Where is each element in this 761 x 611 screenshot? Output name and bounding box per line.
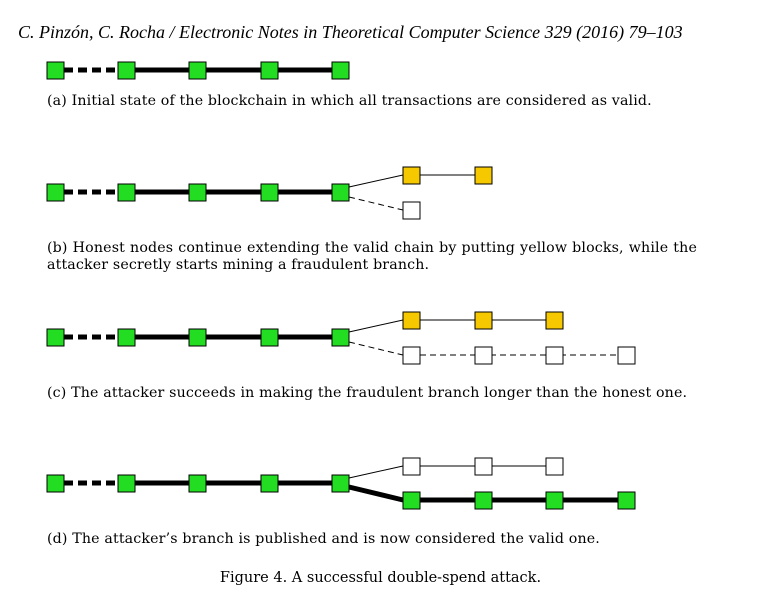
fraud-block xyxy=(402,346,421,365)
valid-block xyxy=(188,61,207,80)
panel-a-caption: (a) Initial state of the blockchain in w… xyxy=(47,93,652,109)
honest-block xyxy=(474,166,493,185)
valid-block xyxy=(117,474,136,493)
panel-b-caption: (b) Honest nodes continue extending the … xyxy=(47,240,697,273)
panel-d-caption: (d) The attacker’s branch is published a… xyxy=(47,531,600,547)
valid-block xyxy=(46,61,65,80)
valid-block xyxy=(260,474,279,493)
honest-block xyxy=(402,166,421,185)
fraud-block xyxy=(617,346,636,365)
valid-block xyxy=(545,491,564,510)
valid-block xyxy=(260,61,279,80)
valid-block xyxy=(117,61,136,80)
valid-block xyxy=(117,328,136,347)
valid-block xyxy=(617,491,636,510)
valid-block xyxy=(331,61,350,80)
panel-d-diagram xyxy=(46,457,636,510)
fraud-branch-link xyxy=(348,341,404,356)
valid-block xyxy=(188,474,207,493)
fraud-block xyxy=(474,346,493,365)
valid-block xyxy=(46,328,65,347)
honest-block xyxy=(545,311,564,330)
orphaned-branch-link xyxy=(348,465,404,479)
running-head: C. Pinzón, C. Rocha / Electronic Notes i… xyxy=(18,22,683,42)
honest-block xyxy=(474,311,493,330)
figure-caption: Figure 4. A successful double-spend atta… xyxy=(219,570,542,586)
honest-branch-link xyxy=(348,174,404,188)
valid-block xyxy=(331,328,350,347)
valid-block xyxy=(188,183,207,202)
fraud-block xyxy=(402,201,421,220)
panel-c-diagram xyxy=(46,311,636,365)
published-branch-link xyxy=(348,484,404,503)
fraud-block xyxy=(545,346,564,365)
valid-block xyxy=(260,183,279,202)
fraud-branch-link xyxy=(348,196,404,211)
honest-branch-link xyxy=(348,319,404,333)
honest-block xyxy=(402,311,421,330)
valid-block xyxy=(117,183,136,202)
orphaned-block xyxy=(545,457,564,476)
valid-block xyxy=(46,474,65,493)
panel-a-diagram xyxy=(46,61,350,80)
valid-block xyxy=(474,491,493,510)
valid-block xyxy=(331,183,350,202)
orphaned-block xyxy=(474,457,493,476)
orphaned-block xyxy=(402,457,421,476)
valid-block xyxy=(188,328,207,347)
valid-block xyxy=(260,328,279,347)
panel-b-diagram xyxy=(46,166,493,220)
valid-block xyxy=(331,474,350,493)
valid-block xyxy=(46,183,65,202)
valid-block xyxy=(402,491,421,510)
panel-c-caption: (c) The attacker succeeds in making the … xyxy=(47,385,688,401)
